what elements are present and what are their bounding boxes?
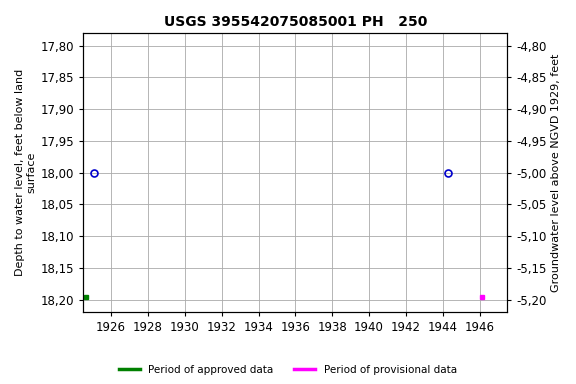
Title: USGS 395542075085001 PH   250: USGS 395542075085001 PH 250: [164, 15, 427, 29]
Legend: Period of approved data, Period of provisional data: Period of approved data, Period of provi…: [115, 361, 461, 379]
Y-axis label: Groundwater level above NGVD 1929, feet: Groundwater level above NGVD 1929, feet: [551, 53, 561, 292]
Y-axis label: Depth to water level, feet below land
surface: Depth to water level, feet below land su…: [15, 69, 37, 276]
